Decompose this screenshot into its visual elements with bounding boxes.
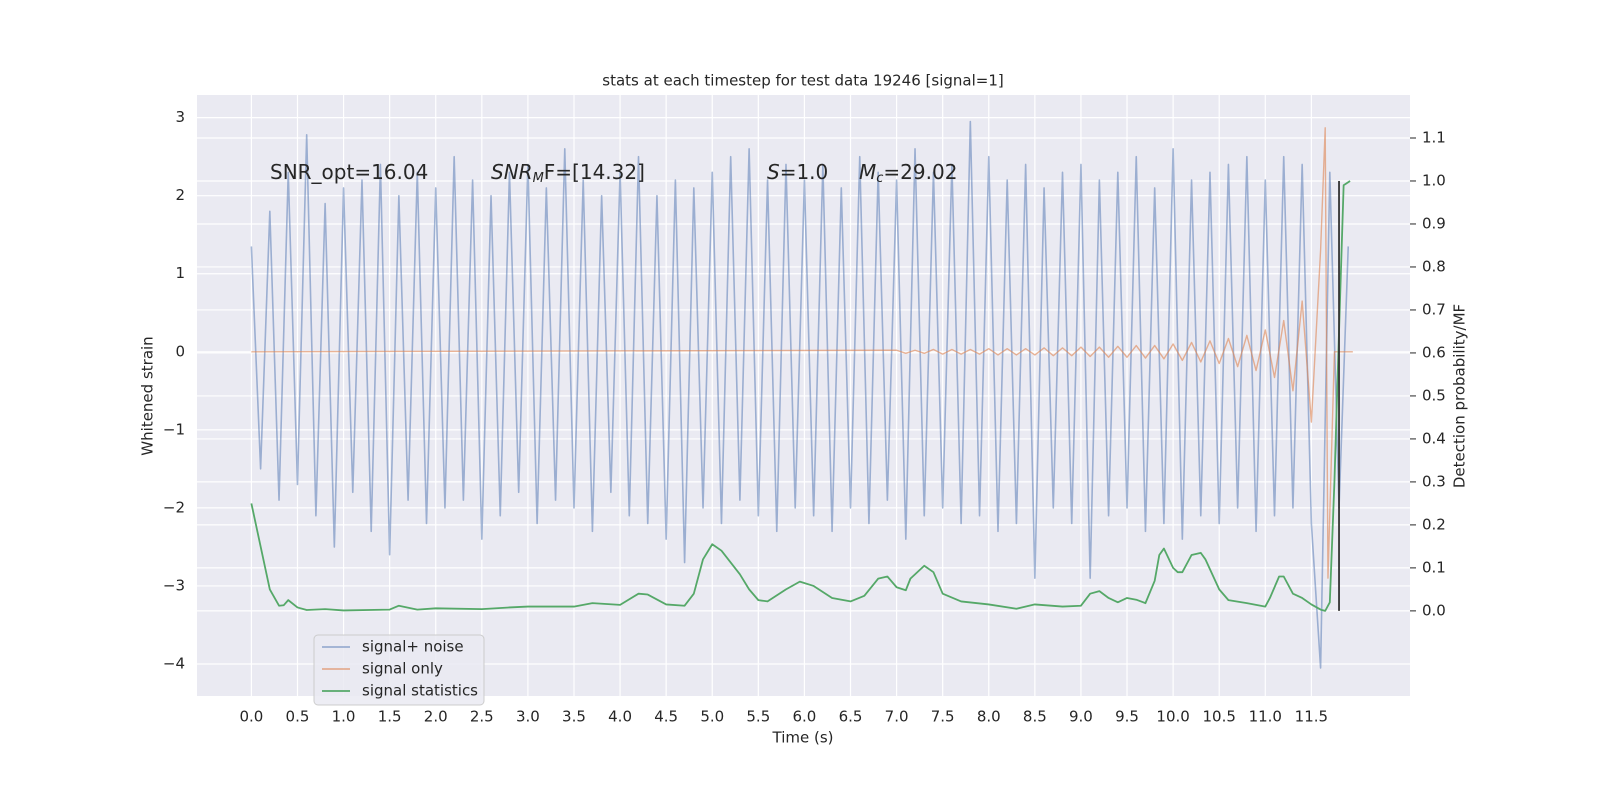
annotation-value: F=[14.32] [544,160,645,184]
annotation: SNR_opt=16.04 [270,160,428,184]
y2-tick-label: 0.8 [1422,257,1446,275]
y-tick-label: −2 [163,498,185,516]
y2-tick-label: 0.2 [1422,515,1446,533]
annotation-value: =1.0 [780,160,829,184]
y-tick-label: 2 [175,186,185,204]
y2-tick-label: 0.4 [1422,429,1446,447]
x-tick-label: 0.0 [239,708,263,726]
y-tick-label: 0 [175,342,185,360]
x-tick-label: 3.5 [562,708,586,726]
y2-tick-label: 1.0 [1422,171,1446,189]
x-tick-label: 11.0 [1249,708,1282,726]
series-line [250,180,1351,612]
annotation-symbol: M [859,160,876,184]
series-line [251,127,1353,579]
legend-box [313,634,485,706]
marks [250,120,1353,669]
y-tick-label: −4 [163,654,185,672]
x-tick-label: 3.0 [516,708,540,726]
x-tick-label: 7.5 [931,708,955,726]
annotation-text: SNR_opt=16.04 [270,160,428,184]
annotation-subscript: M [533,171,544,186]
legend-label: signal statistics [362,682,478,700]
x-axis-label: Time (s) [772,729,834,747]
y2-tick-label: 0.0 [1422,601,1446,619]
annotation-symbol: S [767,160,780,184]
y-tick-label: −1 [163,420,185,438]
x-tick-label: 2.0 [424,708,448,726]
annotation-symbol: SNR [491,160,533,184]
x-tick-label: 8.0 [977,708,1001,726]
x-tick-label: 10.5 [1202,708,1235,726]
x-tick-label: 5.5 [746,708,770,726]
x-tick-label: 7.0 [885,708,909,726]
x-tick-label: 9.5 [1115,708,1139,726]
x-tick-label: 5.0 [700,708,724,726]
x-tick-label: 9.0 [1069,708,1093,726]
x-tick-label: 6.0 [792,708,816,726]
legend-label: signal+ noise [362,638,464,656]
annotation: S=1.0 [767,160,828,184]
y-axis-label: Whitened strain [139,336,157,455]
y2-tick-label: 0.7 [1422,300,1446,318]
annotation: SNRMF=[14.32] [491,160,645,186]
y2-tick-label: 0.3 [1422,472,1446,490]
x-tick-label: 8.5 [1023,708,1047,726]
y-tick-label: 3 [175,108,185,126]
series-line [250,120,1350,669]
x-tick-label: 1.0 [332,708,356,726]
y2-tick-label: 0.5 [1422,386,1446,404]
annotation: Mc=29.02 [859,160,957,186]
x-tick-label: 0.5 [286,708,310,726]
x-tick-label: 1.5 [378,708,402,726]
y-tick-label: −3 [163,576,185,594]
annotation-subscript: c [876,171,883,186]
y2-axis-label: Detection probability/MF [1451,304,1469,488]
y2-tick-label: 0.6 [1422,343,1446,361]
x-tick-label: 4.0 [608,708,632,726]
x-tick-label: 6.5 [839,708,863,726]
annotation-value: =29.02 [883,160,957,184]
chart-title: stats at each timestep for test data 192… [602,72,1003,90]
x-tick-label: 2.5 [470,708,494,726]
y2-tick-label: 1.1 [1422,128,1446,146]
x-tick-label: 11.5 [1295,708,1328,726]
legend: signal+ noise signal only signal statistic… [313,634,485,706]
x-tick-label: 4.5 [654,708,678,726]
y2-tick-label: 0.1 [1422,558,1446,576]
y-tick-label: 1 [175,264,185,282]
legend-label: signal only [362,660,443,678]
labels: 0.0 0.5 1.0 1.5 2.0 2.5 3.0 3.5 4.0 4.5 5.0 5.5 6.0 6… [163,108,1446,725]
y2-tick-label: 0.9 [1422,214,1446,232]
x-tick-label: 10.0 [1156,708,1189,726]
